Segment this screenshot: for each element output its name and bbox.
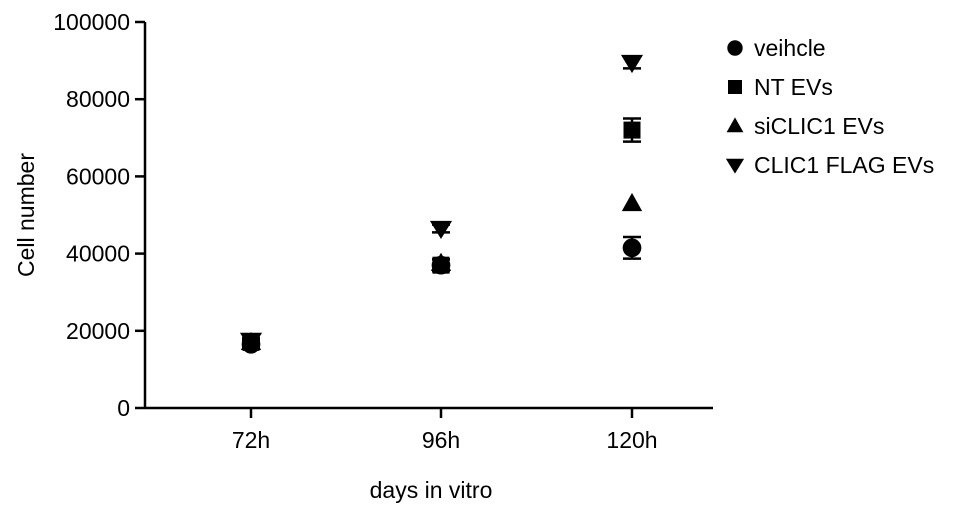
point-clic1-flag-evs <box>620 54 644 74</box>
legend-item-nt-evs: NT EVs <box>728 74 833 100</box>
point-clic1-flag-evs <box>429 220 453 240</box>
point-clic1-flag-evs <box>239 332 263 351</box>
y-axis-ticks: 0 20000 40000 60000 80000 100000 <box>53 9 145 421</box>
legend-label: veihcle <box>754 35 826 61</box>
legend: veihcle NT EVs siCLIC1 EVs CLIC1 FLAG EVs <box>725 35 934 178</box>
legend-marker-veihcle <box>727 40 743 56</box>
legend-item-siclic1-evs: siCLIC1 EVs <box>726 113 884 139</box>
point-siclic1-evs <box>430 252 452 271</box>
x-tick-label: 120h <box>606 427 657 453</box>
y-tick-label: 60000 <box>66 163 130 189</box>
legend-label: NT EVs <box>754 74 833 100</box>
x-axis-ticks: 72h 96h 120h <box>232 408 658 453</box>
y-tick-label: 40000 <box>66 241 130 267</box>
x-tick-label: 72h <box>232 427 270 453</box>
y-tick-label: 100000 <box>53 9 130 35</box>
plot-marks <box>239 54 644 354</box>
legend-item-veihcle: veihcle <box>727 35 826 61</box>
point-nt-evs <box>623 121 641 139</box>
legend-marker-clic1-flag-evs <box>725 158 745 174</box>
y-axis-title: Cell number <box>13 153 39 277</box>
legend-label: CLIC1 FLAG EVs <box>754 152 934 178</box>
y-tick-label: 80000 <box>66 86 130 112</box>
point-siclic1-evs <box>621 192 643 212</box>
x-axis-title: days in vitro <box>370 477 493 503</box>
y-tick-label: 0 <box>117 395 130 421</box>
legend-marker-siclic1-evs <box>726 117 744 133</box>
legend-label: siCLIC1 EVs <box>754 113 884 139</box>
legend-marker-nt-evs <box>728 80 742 94</box>
point-veihcle <box>622 238 642 258</box>
y-tick-label: 20000 <box>66 318 130 344</box>
x-tick-label: 96h <box>422 427 460 453</box>
legend-item-clic1-flag-evs: CLIC1 FLAG EVs <box>725 152 934 178</box>
